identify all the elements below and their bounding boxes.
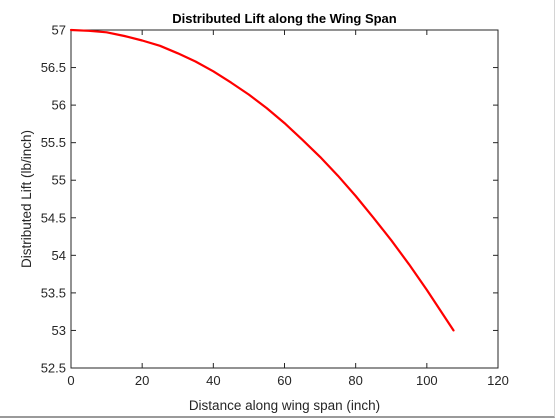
- y-tick-label: 52.5: [41, 361, 66, 376]
- y-axis-label: Distributed Lift (lb/inch): [19, 130, 34, 268]
- x-tick-label: 60: [277, 373, 291, 388]
- y-tick-label: 54.5: [41, 210, 66, 225]
- y-tick-label: 54: [52, 248, 66, 263]
- lift-series-line: [69, 28, 455, 332]
- y-tick-label: 53: [52, 323, 66, 338]
- chart-title: Distributed Lift along the Wing Span: [172, 11, 397, 26]
- y-tick-label: 56.5: [41, 60, 66, 75]
- y-tick-label: 55.5: [41, 135, 66, 150]
- plot-area: [70, 29, 499, 369]
- x-tick-label: 0: [67, 373, 74, 388]
- y-tick-label: 57: [52, 23, 66, 38]
- x-tick-label: 120: [487, 373, 509, 388]
- y-tick-label: 56: [52, 98, 66, 113]
- y-tick-label: 53.5: [41, 285, 66, 300]
- x-tick-label: 100: [416, 373, 438, 388]
- x-tick-label: 40: [206, 373, 220, 388]
- y-tick-label: 55: [52, 173, 66, 188]
- x-tick-label: 20: [135, 373, 149, 388]
- data-series: [69, 28, 455, 332]
- axis-ticks: 0 20 40 60 80 100 120 52.5 53 53.5 54 54.5 55 55.5 56 5…: [41, 23, 509, 389]
- x-tick-label: 80: [348, 373, 362, 388]
- x-axis-label: Distance along wing span (inch): [189, 398, 380, 413]
